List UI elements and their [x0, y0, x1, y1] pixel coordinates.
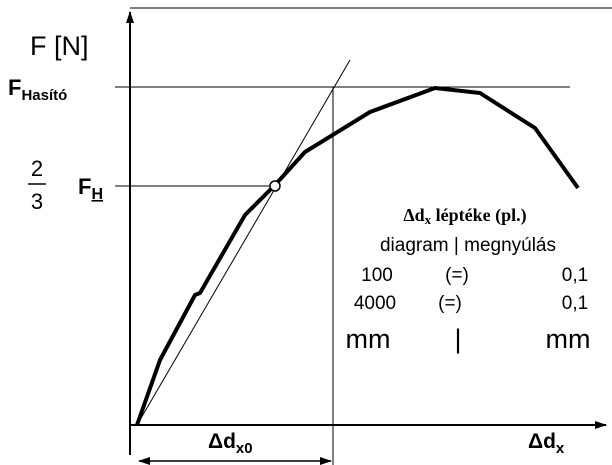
x-label: Δdx [528, 430, 565, 457]
point [269, 180, 281, 192]
scale-cell: 4000 [354, 293, 396, 314]
f-max-label: FHasító [8, 75, 67, 104]
y-label: F [N] [30, 31, 89, 61]
scale-title: Δdx léptéke (pl.) [403, 205, 526, 227]
scale-header: diagram | megnyúlás [380, 235, 556, 256]
fraction-num: 2 [31, 156, 43, 181]
f-h-label: FH [78, 174, 103, 203]
scale-cell: 0,1 [562, 293, 588, 314]
scale-cell: (=) [445, 265, 469, 286]
dx0-label: Δdx0 [208, 430, 253, 457]
fraction-den: 3 [31, 189, 43, 214]
tangent [136, 59, 351, 426]
scale-cell: (=) [438, 293, 462, 314]
scale-cell: 0,1 [562, 265, 588, 286]
curve [135, 86, 580, 426]
scale-cell: mm [346, 324, 391, 354]
scale-cell: 100 [361, 265, 393, 286]
scale-cell: | [454, 324, 461, 354]
scale-cell: mm [546, 324, 591, 354]
